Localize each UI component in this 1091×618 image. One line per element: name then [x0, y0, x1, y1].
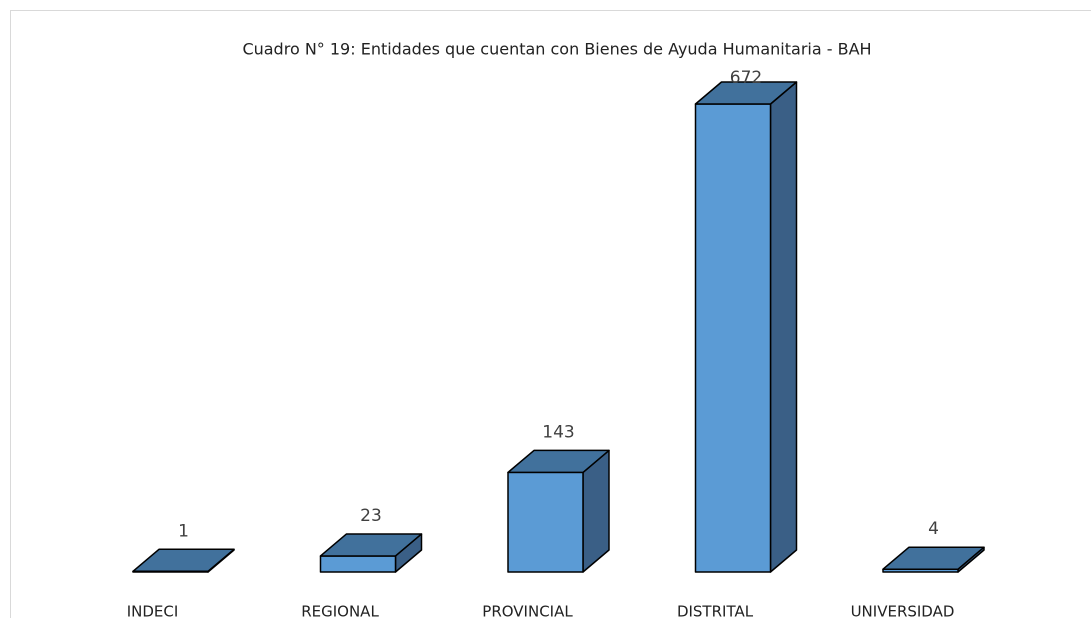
value-label: 23 — [360, 506, 382, 526]
bar-top — [132, 548, 235, 573]
chart-title: Cuadro N° 19: Entidades que cuentan con … — [242, 40, 871, 59]
x-tick-label: DISTRITAL — [677, 603, 754, 618]
bar — [132, 548, 235, 573]
bar-top — [507, 449, 610, 474]
bar-side — [769, 81, 798, 573]
bar-front — [507, 471, 584, 573]
bar-top — [882, 546, 985, 570]
bar — [319, 533, 423, 573]
bar-front — [694, 103, 772, 573]
x-tick-label: UNIVERSIDAD — [851, 603, 955, 618]
x-tick-label: REGIONAL — [301, 603, 379, 618]
x-tick-label: INDECI — [127, 603, 179, 618]
value-label: 672 — [730, 68, 762, 88]
x-tick-label: PROVINCIAL — [482, 603, 573, 618]
bar-top — [694, 81, 798, 105]
bar — [882, 546, 985, 573]
bar-front — [319, 555, 397, 573]
value-label: 1 — [178, 521, 189, 541]
value-label: 143 — [542, 422, 574, 442]
bar — [694, 81, 798, 573]
value-label: 4 — [928, 519, 939, 539]
bar — [507, 449, 610, 573]
bar-top — [319, 533, 423, 557]
